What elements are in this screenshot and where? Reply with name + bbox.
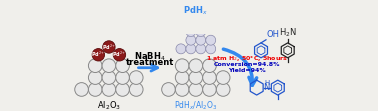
Circle shape <box>191 18 201 28</box>
Circle shape <box>92 49 105 61</box>
Circle shape <box>129 83 143 96</box>
Text: N: N <box>263 83 270 92</box>
Circle shape <box>203 71 216 84</box>
Text: H$_2$N: H$_2$N <box>279 26 297 39</box>
Circle shape <box>75 83 88 96</box>
Circle shape <box>186 44 196 54</box>
Text: Al$_2$O$_3$: Al$_2$O$_3$ <box>97 99 121 111</box>
Circle shape <box>203 59 216 72</box>
Circle shape <box>88 83 102 96</box>
Text: PdH$_x$/Al$_2$O$_3$: PdH$_x$/Al$_2$O$_3$ <box>174 99 217 111</box>
Circle shape <box>186 35 196 45</box>
Circle shape <box>129 71 143 84</box>
Text: NaBH$_4$: NaBH$_4$ <box>134 50 165 63</box>
Circle shape <box>116 59 129 72</box>
Text: Pd$^{2+}$: Pd$^{2+}$ <box>91 50 105 59</box>
Circle shape <box>88 71 102 84</box>
Circle shape <box>186 27 196 37</box>
Circle shape <box>175 71 189 84</box>
Circle shape <box>216 83 230 96</box>
Circle shape <box>189 59 203 72</box>
Circle shape <box>113 49 125 61</box>
Circle shape <box>176 44 186 54</box>
Circle shape <box>206 35 216 45</box>
Circle shape <box>216 71 230 84</box>
Circle shape <box>196 27 206 37</box>
Circle shape <box>162 83 175 96</box>
FancyArrowPatch shape <box>138 64 158 71</box>
Text: Pd$^{2+}$: Pd$^{2+}$ <box>112 50 127 59</box>
Text: treatment: treatment <box>125 58 174 67</box>
Text: Yield=94%: Yield=94% <box>228 68 266 73</box>
Circle shape <box>206 44 216 54</box>
Text: OH: OH <box>266 30 280 39</box>
Circle shape <box>102 71 116 84</box>
FancyArrowPatch shape <box>223 49 257 85</box>
Circle shape <box>203 83 216 96</box>
Circle shape <box>102 59 116 72</box>
Text: Pd$^{2+}$: Pd$^{2+}$ <box>102 42 116 52</box>
Circle shape <box>189 83 203 96</box>
Text: Conversion=94.8%: Conversion=94.8% <box>214 62 280 67</box>
Circle shape <box>88 59 102 72</box>
Circle shape <box>196 35 206 45</box>
Text: H: H <box>264 80 269 86</box>
Text: PdH$_x$: PdH$_x$ <box>183 4 208 17</box>
Circle shape <box>175 83 189 96</box>
Circle shape <box>175 59 189 72</box>
Circle shape <box>103 41 115 53</box>
Text: 1 atm H$_2$, 50°C, 5hours: 1 atm H$_2$, 50°C, 5hours <box>206 54 288 63</box>
Circle shape <box>116 83 129 96</box>
Circle shape <box>116 71 129 84</box>
Circle shape <box>102 83 116 96</box>
Circle shape <box>189 71 203 84</box>
Circle shape <box>196 44 206 54</box>
